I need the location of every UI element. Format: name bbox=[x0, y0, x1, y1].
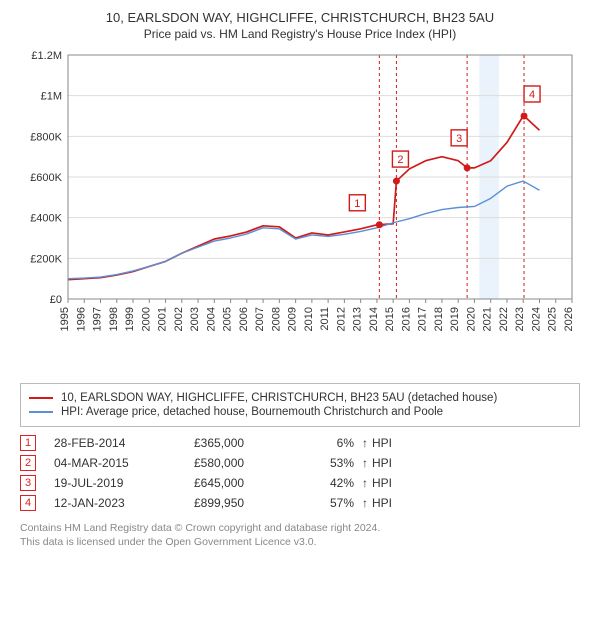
transaction-pct: 42% bbox=[304, 476, 358, 490]
transaction-suffix: HPI bbox=[372, 496, 392, 510]
footer-attribution: Contains HM Land Registry data © Crown c… bbox=[20, 521, 580, 549]
svg-text:2001: 2001 bbox=[157, 307, 169, 331]
transaction-marker: 3 bbox=[20, 475, 36, 491]
transaction-marker: 1 bbox=[20, 435, 36, 451]
svg-text:2016: 2016 bbox=[400, 307, 412, 331]
transaction-suffix: HPI bbox=[372, 436, 392, 450]
footer-line-1: Contains HM Land Registry data © Crown c… bbox=[20, 521, 580, 535]
svg-text:2018: 2018 bbox=[433, 307, 445, 331]
svg-text:2005: 2005 bbox=[222, 307, 234, 331]
svg-text:£0: £0 bbox=[50, 294, 62, 306]
legend-item: 10, EARLSDON WAY, HIGHCLIFFE, CHRISTCHUR… bbox=[29, 392, 571, 404]
svg-text:2023: 2023 bbox=[514, 307, 526, 331]
transaction-row: 4 12-JAN-2023£899,95057% ↑ HPI bbox=[20, 495, 580, 511]
chart-subtitle: Price paid vs. HM Land Registry's House … bbox=[10, 27, 590, 41]
svg-text:2002: 2002 bbox=[173, 307, 185, 331]
transaction-price: £899,950 bbox=[194, 496, 304, 510]
svg-text:2014: 2014 bbox=[368, 307, 380, 331]
transaction-suffix: HPI bbox=[372, 476, 392, 490]
transaction-row: 3 19-JUL-2019£645,00042% ↑ HPI bbox=[20, 475, 580, 491]
svg-text:2017: 2017 bbox=[417, 307, 429, 331]
chart-svg: £0 £200K £400K £600K £800K £1M £1.2M 1995 1996 19… bbox=[20, 49, 580, 369]
legend-swatch bbox=[29, 411, 53, 413]
legend-swatch bbox=[29, 397, 53, 399]
svg-text:2008: 2008 bbox=[270, 307, 282, 331]
svg-text:£400K: £400K bbox=[30, 213, 62, 225]
up-arrow-icon: ↑ bbox=[362, 476, 368, 490]
up-arrow-icon: ↑ bbox=[362, 496, 368, 510]
transaction-date: 28-FEB-2014 bbox=[54, 436, 194, 450]
svg-text:1996: 1996 bbox=[75, 307, 87, 331]
svg-text:2012: 2012 bbox=[335, 307, 347, 331]
transaction-pct: 57% bbox=[304, 496, 358, 510]
svg-text:1: 1 bbox=[354, 198, 360, 210]
chart-title: 10, EARLSDON WAY, HIGHCLIFFE, CHRISTCHUR… bbox=[10, 10, 590, 25]
transaction-marker: 2 bbox=[20, 455, 36, 471]
svg-text:£1.2M: £1.2M bbox=[31, 50, 62, 62]
up-arrow-icon: ↑ bbox=[362, 436, 368, 450]
footer-line-2: This data is licensed under the Open Gov… bbox=[20, 535, 580, 549]
svg-text:1997: 1997 bbox=[92, 307, 104, 331]
svg-text:2015: 2015 bbox=[384, 307, 396, 331]
svg-text:2000: 2000 bbox=[140, 307, 152, 331]
transaction-date: 19-JUL-2019 bbox=[54, 476, 194, 490]
price-chart: £0 £200K £400K £600K £800K £1M £1.2M 1995 1996 19… bbox=[20, 49, 580, 369]
svg-text:2: 2 bbox=[397, 154, 403, 166]
svg-text:2009: 2009 bbox=[287, 307, 299, 331]
legend-item: HPI: Average price, detached house, Bour… bbox=[29, 406, 571, 418]
svg-text:2010: 2010 bbox=[303, 307, 315, 331]
svg-text:£200K: £200K bbox=[30, 253, 62, 265]
transaction-marker: 4 bbox=[20, 495, 36, 511]
svg-text:2007: 2007 bbox=[254, 307, 266, 331]
svg-text:2011: 2011 bbox=[319, 307, 331, 331]
transaction-date: 04-MAR-2015 bbox=[54, 456, 194, 470]
svg-text:2019: 2019 bbox=[449, 307, 461, 331]
transaction-pct: 53% bbox=[304, 456, 358, 470]
transaction-pct: 6% bbox=[304, 436, 358, 450]
transaction-price: £580,000 bbox=[194, 456, 304, 470]
transaction-suffix: HPI bbox=[372, 456, 392, 470]
svg-text:2025: 2025 bbox=[547, 307, 559, 331]
svg-text:2026: 2026 bbox=[563, 307, 575, 331]
svg-text:1995: 1995 bbox=[59, 307, 71, 331]
svg-text:1998: 1998 bbox=[108, 307, 120, 331]
transaction-date: 12-JAN-2023 bbox=[54, 496, 194, 510]
transaction-price: £365,000 bbox=[194, 436, 304, 450]
svg-text:2020: 2020 bbox=[465, 307, 477, 331]
legend-label: HPI: Average price, detached house, Bour… bbox=[61, 406, 443, 418]
svg-text:2022: 2022 bbox=[498, 307, 510, 331]
svg-text:£600K: £600K bbox=[30, 172, 62, 184]
transaction-price: £645,000 bbox=[194, 476, 304, 490]
svg-text:4: 4 bbox=[529, 89, 535, 101]
transaction-row: 2 04-MAR-2015£580,00053% ↑ HPI bbox=[20, 455, 580, 471]
svg-text:2024: 2024 bbox=[530, 307, 542, 331]
transaction-row: 1 28-FEB-2014£365,0006% ↑ HPI bbox=[20, 435, 580, 451]
up-arrow-icon: ↑ bbox=[362, 456, 368, 470]
legend: 10, EARLSDON WAY, HIGHCLIFFE, CHRISTCHUR… bbox=[20, 383, 580, 427]
svg-text:3: 3 bbox=[456, 133, 462, 145]
svg-text:2021: 2021 bbox=[482, 307, 494, 331]
svg-text:2006: 2006 bbox=[238, 307, 250, 331]
transactions-table: 1 28-FEB-2014£365,0006% ↑ HPI 2 04-MAR-2015£5… bbox=[20, 435, 580, 511]
svg-text:2013: 2013 bbox=[352, 307, 364, 331]
svg-text:2003: 2003 bbox=[189, 307, 201, 331]
svg-text:2004: 2004 bbox=[205, 307, 217, 331]
svg-text:£1M: £1M bbox=[41, 91, 62, 103]
svg-text:1999: 1999 bbox=[124, 307, 136, 331]
svg-text:£800K: £800K bbox=[30, 131, 62, 143]
legend-label: 10, EARLSDON WAY, HIGHCLIFFE, CHRISTCHUR… bbox=[61, 392, 497, 404]
